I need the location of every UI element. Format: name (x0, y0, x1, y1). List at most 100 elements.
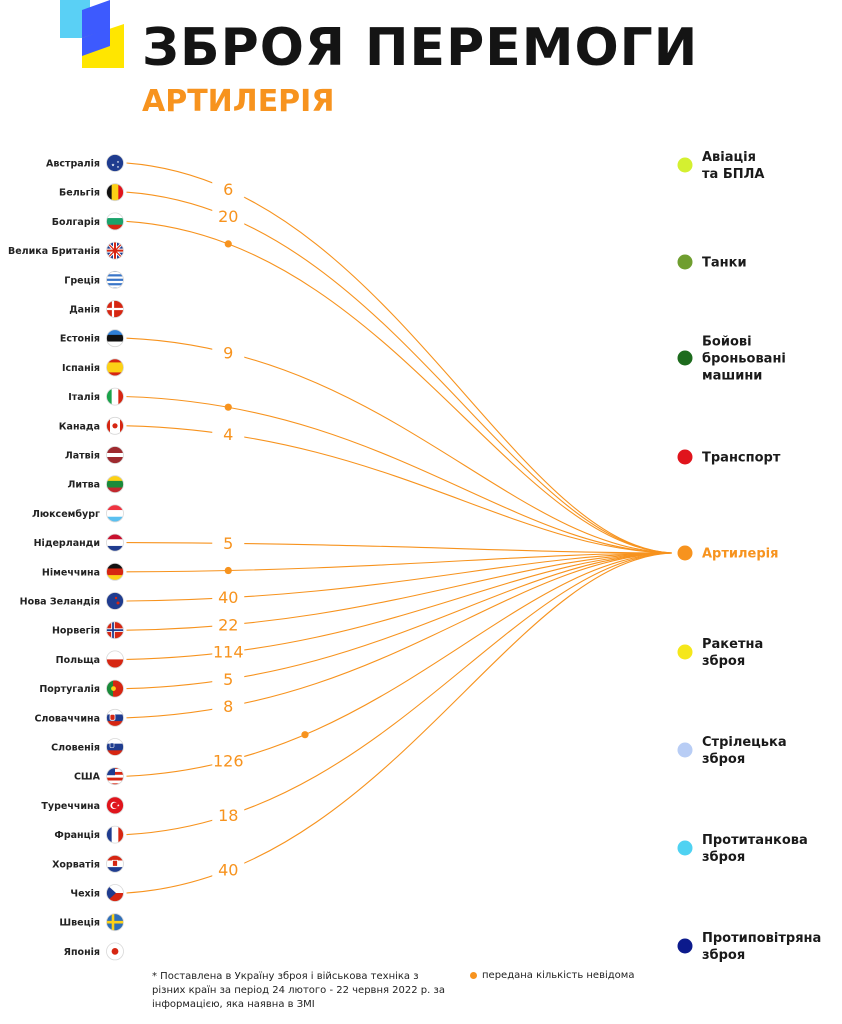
country-label-sweden: Швеція (59, 918, 100, 929)
category-dot-бойові-броньовані-машини (677, 350, 693, 366)
country-label-bulgaria: Болгарія (52, 217, 100, 228)
country-label-estonia: Естонія (60, 334, 100, 345)
value-label-bg-czechia (212, 859, 245, 878)
category-label-ракетна-зброя: Ракетна зброя (702, 637, 763, 669)
flow-line-bulgaria (126, 220, 673, 554)
country-label-canada: Канада (59, 421, 100, 432)
spain-flag-icon (106, 358, 124, 377)
australia-flag-icon (106, 154, 124, 172)
legend-label: передана кількість невідома (482, 970, 635, 981)
belgium-flag-icon (106, 183, 124, 202)
unknown-marker-italy (224, 403, 232, 411)
value-label-bg-poland (212, 642, 245, 661)
country-label-belgium: Бельгія (59, 188, 100, 199)
italy-flag-icon (106, 387, 124, 406)
category-label-танки: Танки (702, 256, 747, 271)
flow-line-belgium (126, 191, 673, 554)
category-dot-стрілецька-зброя (677, 742, 693, 758)
flow-line-estonia (126, 337, 673, 554)
france-flag-icon (106, 825, 124, 844)
flow-line-poland (126, 552, 673, 660)
poland-flag-icon (106, 650, 124, 669)
value-label-bg-portugal (212, 669, 245, 688)
new-zealand-flag-icon (106, 592, 124, 610)
logo-icon (60, 0, 124, 68)
country-label-lithuania: Литва (68, 480, 100, 491)
country-label-poland: Польща (56, 655, 100, 666)
country-label-croatia: Хорватія (52, 859, 100, 870)
luxembourg-flag-icon (106, 504, 124, 523)
category-label-артилерія: Артилерія (702, 547, 778, 562)
flow-line-netherlands (126, 542, 673, 554)
value-label-czechia: 40 (218, 860, 238, 879)
category-label-авіація-та-бпла: Авіація та БПЛА (702, 150, 764, 182)
category-dot-транспорт (677, 449, 693, 465)
value-label-bg-estonia (212, 342, 245, 361)
country-label-usa: США (74, 772, 101, 783)
flow-marks: 6 20 9 4 5 40 22 114 5 8 126 18 40 (212, 179, 309, 879)
norway-flag-icon (106, 621, 124, 640)
value-label-bg-australia (212, 179, 245, 198)
category-dot-танки (677, 254, 693, 270)
slovenia-flag-icon (106, 738, 124, 756)
portugal-flag-icon (106, 679, 124, 698)
country-label-japan: Японія (64, 947, 100, 958)
country-label-greece: Греція (64, 275, 100, 286)
country-label-norway: Норвегія (52, 626, 100, 637)
value-label-bg-slovakia (212, 696, 245, 715)
country-label-netherlands: Нідерланди (34, 538, 100, 549)
value-label-bg-canada (212, 424, 245, 443)
value-label-new-zealand: 40 (218, 588, 238, 607)
value-label-belgium: 20 (218, 207, 238, 226)
category-label-транспорт: Транспорт (702, 451, 781, 466)
country-label-germany: Німеччина (42, 567, 100, 578)
netherlands-flag-icon (106, 533, 124, 552)
category-label-протиповітряна-зброя: Протиповітряна зброя (702, 931, 821, 963)
category-dot-протитанкова-зброя (677, 840, 693, 856)
value-label-australia: 6 (223, 180, 233, 199)
value-label-bg-belgium (212, 206, 245, 225)
value-label-slovakia: 8 (223, 697, 233, 716)
category-dot-ракетна-зброя (677, 644, 693, 660)
flow-line-czechia (126, 552, 673, 894)
category-label-бойові-броньовані-машини: Бойові броньовані машини (702, 335, 786, 384)
slovakia-flag-icon (106, 708, 124, 727)
unknown-marker-bulgaria (224, 240, 232, 248)
country-label-new-zealand: Нова Зеландія (20, 597, 100, 608)
country-label-latvia: Латвія (65, 451, 100, 462)
country-label-spain: Іспанія (62, 363, 100, 374)
country-label-uk: Велика Британія (8, 246, 100, 257)
usa-flag-icon (106, 767, 124, 786)
japan-flag-icon (106, 942, 124, 961)
flow-line-usa (126, 552, 673, 777)
flow-line-slovakia (126, 552, 673, 719)
legend-dot-icon (470, 972, 477, 979)
value-label-bg-usa (212, 751, 245, 770)
czechia-flag-icon (106, 884, 124, 902)
flow-line-canada (126, 425, 673, 554)
category-dot-артилерія (677, 545, 693, 561)
country-label-italy: Італія (68, 392, 100, 403)
value-label-usa: 126 (213, 752, 244, 771)
value-label-bg-new-zealand (212, 587, 245, 606)
category-dot-авіація-та-бпла (677, 157, 693, 173)
latvia-flag-icon (106, 446, 124, 464)
turkey-flag-icon (106, 796, 124, 815)
value-label-bg-netherlands (212, 533, 245, 552)
value-label-portugal: 5 (223, 670, 233, 689)
value-label-netherlands: 5 (223, 534, 233, 553)
germany-flag-icon (106, 562, 124, 581)
country-label-slovakia: Словаччина (34, 713, 100, 724)
country-label-portugal: Португалія (39, 684, 100, 695)
flow-lines (126, 162, 673, 894)
value-label-bg-france (212, 805, 245, 824)
country-label-turkey: Туреччина (41, 801, 100, 812)
category-label-стрілецька-зброя: Стрілецька зброя (702, 735, 787, 767)
country-label-slovenia: Словенія (51, 743, 100, 754)
page-title: ЗБРОЯ ПЕРЕМОГИ (142, 18, 699, 78)
country-label-luxembourg: Люксембург (32, 509, 100, 520)
page-subtitle: АРТИЛЕРІЯ (142, 84, 335, 119)
value-label-france: 18 (218, 806, 238, 825)
value-label-estonia: 9 (223, 343, 233, 362)
